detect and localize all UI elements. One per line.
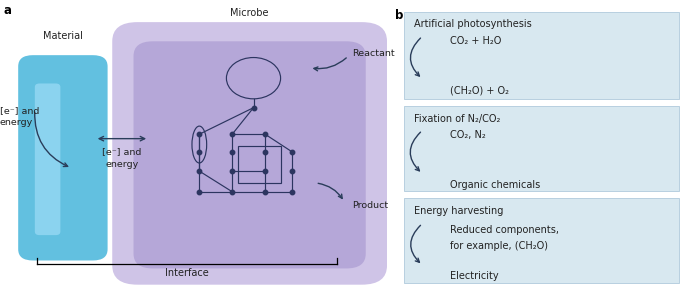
Text: [e⁻] and
energy: [e⁻] and energy (0, 106, 39, 127)
Text: Fixation of N₂/CO₂: Fixation of N₂/CO₂ (414, 114, 501, 124)
Text: Reactant: Reactant (352, 49, 395, 58)
Text: Organic chemicals: Organic chemicals (450, 179, 540, 189)
FancyBboxPatch shape (35, 83, 60, 235)
FancyBboxPatch shape (404, 198, 679, 283)
FancyBboxPatch shape (112, 22, 387, 285)
Text: Energy harvesting: Energy harvesting (414, 206, 503, 216)
FancyBboxPatch shape (134, 41, 366, 268)
Text: Electricity: Electricity (450, 271, 499, 281)
Text: Product: Product (352, 201, 388, 209)
FancyBboxPatch shape (404, 106, 679, 191)
Text: (CH₂O) + O₂: (CH₂O) + O₂ (450, 85, 509, 95)
Text: [e⁻] and
energy: [e⁻] and energy (102, 148, 142, 169)
Text: a: a (4, 4, 12, 17)
FancyBboxPatch shape (404, 12, 679, 99)
Text: Material: Material (42, 31, 83, 41)
Text: Artificial photosynthesis: Artificial photosynthesis (414, 19, 532, 30)
Text: CO₂, N₂: CO₂, N₂ (450, 130, 486, 140)
FancyBboxPatch shape (18, 55, 108, 260)
Text: Interface: Interface (165, 268, 209, 278)
Text: CO₂ + H₂O: CO₂ + H₂O (450, 36, 501, 46)
Text: b: b (395, 9, 403, 22)
Text: for example, (CH₂O): for example, (CH₂O) (450, 241, 548, 251)
Text: Microbe: Microbe (230, 8, 269, 18)
Text: Reduced components,: Reduced components, (450, 225, 559, 235)
